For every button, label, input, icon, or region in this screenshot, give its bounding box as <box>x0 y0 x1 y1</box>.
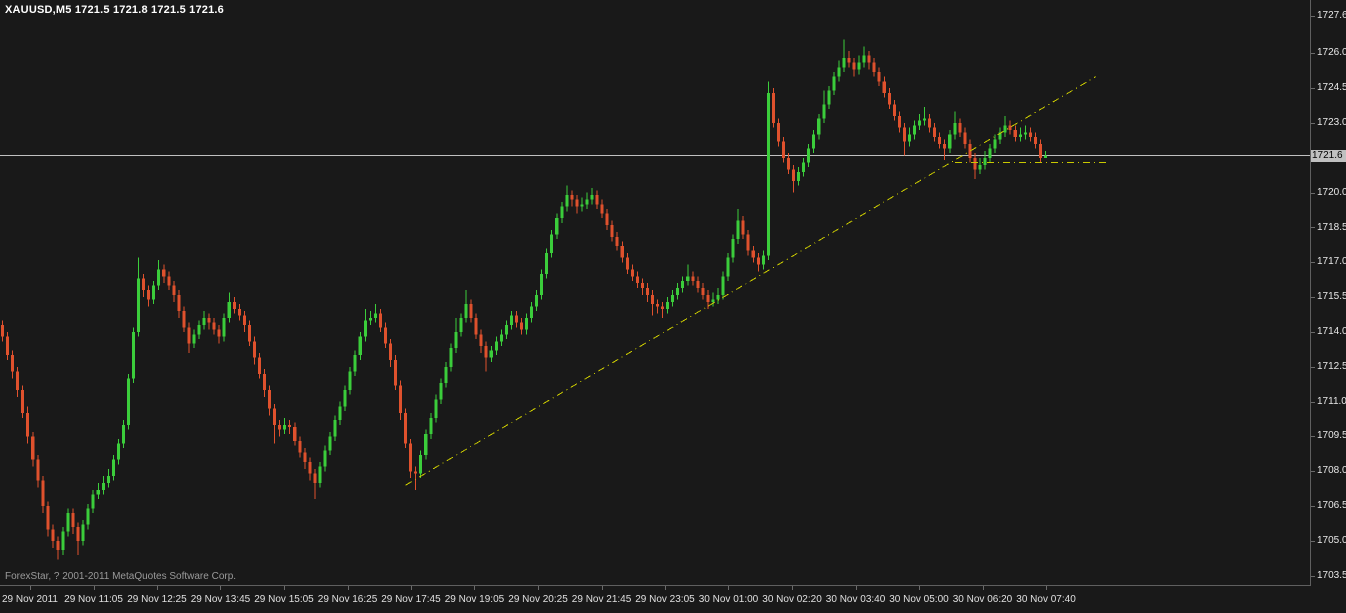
price-tick-label: 1714.0 <box>1317 325 1346 337</box>
time-tick-mark <box>665 586 666 590</box>
time-tick-mark <box>30 586 31 590</box>
time-label: 30 Nov 07:40 <box>1016 594 1076 605</box>
price-tick-mark <box>1311 88 1315 89</box>
time-tick-mark <box>1046 586 1047 590</box>
time-axis[interactable]: 29 Nov 2011 29 Nov 11:05 29 Nov 12:25 29 No… <box>0 586 1346 613</box>
price-tick-mark <box>1311 123 1315 124</box>
price-tick-label: 1723.0 <box>1317 117 1346 129</box>
price-tick-label: 1705.0 <box>1317 534 1346 546</box>
price-tick-label: 1711.0 <box>1317 395 1346 407</box>
price-tick-label: 1703.5 <box>1317 569 1346 581</box>
candles-group <box>1 39 1047 560</box>
price-tick-mark <box>1311 367 1315 368</box>
price-tick-label: 1717.0 <box>1317 256 1346 268</box>
price-tick-mark <box>1311 506 1315 507</box>
price-tick-mark <box>1311 541 1315 542</box>
trendline-ascending[interactable] <box>405 76 1097 486</box>
price-tick-label: 1709.5 <box>1317 430 1346 442</box>
price-tick-mark <box>1311 16 1315 17</box>
price-tick-label: 1718.5 <box>1317 221 1346 233</box>
time-tick-mark <box>348 586 349 590</box>
price-tick-label: 1720.0 <box>1317 186 1346 198</box>
time-tick-mark <box>94 586 95 590</box>
price-tick-label: 1726.0 <box>1317 47 1346 59</box>
price-tick-label: 1724.5 <box>1317 82 1346 94</box>
time-label: 29 Nov 13:45 <box>190 594 251 605</box>
price-axis[interactable]: 1721.6 1727.6 1726.0 1724.5 1723.0 1720.0 171… <box>1311 0 1346 585</box>
time-label: 29 Nov 12:25 <box>127 594 187 605</box>
time-tick-mark <box>602 586 603 590</box>
time-tick-mark <box>220 586 221 590</box>
time-tick-mark <box>728 586 729 590</box>
candlestick-chart[interactable] <box>0 0 1310 585</box>
price-tick-mark <box>1311 471 1315 472</box>
time-tick-mark <box>792 586 793 590</box>
time-label: 29 Nov 20:25 <box>508 594 568 605</box>
time-tick-mark <box>919 586 920 590</box>
time-label: 29 Nov 17:45 <box>381 594 441 605</box>
watermark: ForexStar, ? 2001-2011 MetaQuotes Softwa… <box>5 571 237 582</box>
chart-plot-area[interactable]: XAUUSD,M5 1721.5 1721.8 1721.5 1721.6 Fo… <box>0 0 1311 586</box>
time-label: 30 Nov 05:00 <box>889 594 949 605</box>
time-tick-mark <box>157 586 158 590</box>
time-label: 29 Nov 15:05 <box>254 594 314 605</box>
price-tick-mark <box>1311 436 1315 437</box>
time-tick-mark <box>284 586 285 590</box>
price-tick-mark <box>1311 53 1315 54</box>
time-label: 29 Nov 23:05 <box>635 594 695 605</box>
price-tick-mark <box>1311 332 1315 333</box>
price-tick-mark <box>1311 227 1315 228</box>
time-label: 29 Nov 21:45 <box>571 594 632 605</box>
price-tick-mark <box>1311 193 1315 194</box>
price-tick-label: 1712.5 <box>1317 360 1346 372</box>
price-tick-mark <box>1311 297 1315 298</box>
time-label: 30 Nov 06:20 <box>952 594 1013 605</box>
time-label: 30 Nov 01:00 <box>698 594 759 605</box>
price-tick-mark <box>1311 402 1315 403</box>
time-tick-mark <box>411 586 412 590</box>
price-tick-label: 1708.0 <box>1317 465 1346 477</box>
time-tick-mark <box>538 586 539 590</box>
time-label: 30 Nov 03:40 <box>825 594 886 605</box>
price-tick-mark <box>1311 576 1315 577</box>
time-label: 30 Nov 02:20 <box>762 594 822 605</box>
time-label: 29 Nov 16:25 <box>317 594 378 605</box>
price-tick-label: 1715.5 <box>1317 291 1346 303</box>
chart-title: XAUUSD,M5 1721.5 1721.8 1721.5 1721.6 <box>5 4 224 16</box>
time-tick-mark <box>474 586 475 590</box>
time-label: 29 Nov 2011 <box>2 594 58 605</box>
current-price-tag: 1721.6 <box>1311 149 1346 162</box>
time-tick-mark <box>856 586 857 590</box>
price-tick-label: 1706.5 <box>1317 500 1346 512</box>
time-label: 29 Nov 19:05 <box>444 594 505 605</box>
price-tick-mark <box>1311 262 1315 263</box>
time-label: 29 Nov 11:05 <box>64 594 123 605</box>
time-tick-mark <box>983 586 984 590</box>
price-tick-label: 1727.6 <box>1317 10 1346 22</box>
